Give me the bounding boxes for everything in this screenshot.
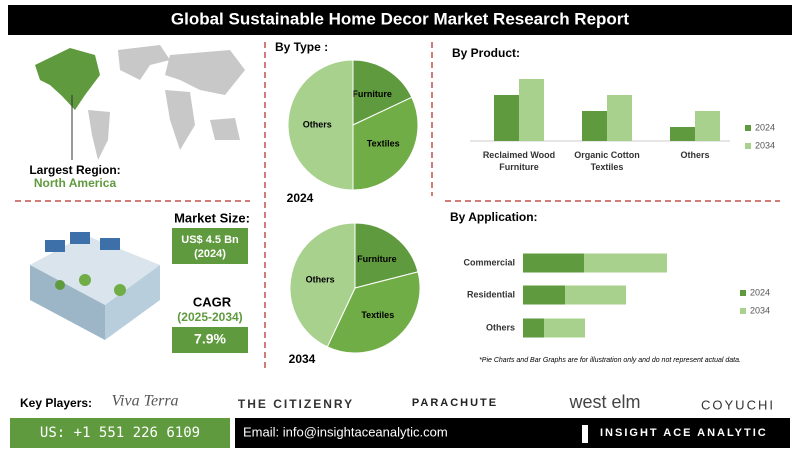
y-tick-label: Others: [486, 322, 515, 332]
brand-icon: [582, 425, 588, 443]
region-label: Largest Region:: [29, 163, 120, 177]
legend-label: 2024: [750, 287, 770, 297]
bar: [584, 253, 667, 273]
player: Viva Terra: [111, 393, 178, 410]
x-tick-label: Organic Cotton Textiles: [574, 150, 640, 172]
player: THE CITIZENRY: [238, 397, 354, 411]
slice-label: Furniture: [352, 89, 392, 99]
pie-slice: [352, 59, 413, 126]
player: west elm: [568, 392, 640, 412]
pie-slice: [354, 222, 419, 289]
chart-title: By Application:: [450, 210, 538, 224]
dividers: [15, 42, 780, 372]
bar: [670, 127, 695, 141]
office-illustration: [30, 232, 160, 340]
legend-label: 2034: [750, 305, 770, 315]
cagr-value: 7.9%: [194, 331, 226, 347]
bar: [582, 111, 607, 141]
phone-bar: [10, 418, 230, 448]
market-size-label: Market Size:: [174, 210, 250, 225]
legend-label: 2034: [755, 140, 775, 150]
slice-label: Textiles: [367, 139, 400, 149]
bar: [494, 95, 519, 141]
slice-label: Furniture: [357, 254, 397, 264]
player: COYUCHI: [701, 397, 775, 412]
slice-label: Textiles: [361, 310, 394, 320]
brand: INSIGHT ACE ANALYTIC: [600, 427, 768, 439]
y-tick-label: Commercial: [463, 257, 515, 267]
slice-label: Others: [306, 275, 335, 285]
email-bar: [235, 418, 790, 448]
bar: [607, 95, 632, 141]
chart-title: By Type :: [275, 40, 328, 54]
header-bar: [8, 5, 792, 35]
market-size-value: US$ 4.5 Bn: [181, 234, 239, 246]
legend-swatch: [740, 290, 746, 296]
legend-swatch: [745, 143, 751, 149]
pie-slice: [287, 59, 354, 191]
cagr-box: [172, 327, 248, 353]
legend-swatch: [740, 308, 746, 314]
bar: [523, 253, 584, 273]
bar: [519, 79, 544, 141]
x-tick-label: Reclaimed Wood Furniture: [482, 150, 556, 172]
bar: [523, 285, 565, 305]
pie-slice: [289, 222, 356, 348]
world-map: [35, 45, 245, 160]
slice-label: Others: [303, 119, 332, 129]
player: PARACHUTE: [412, 397, 498, 409]
bar: [565, 285, 626, 305]
title: Global Sustainable Home Decor Market Res…: [171, 9, 630, 28]
phone: US: +1 551 226 6109: [40, 425, 200, 441]
bar: [544, 318, 585, 338]
pie-year: 2034: [289, 352, 316, 366]
key-players-label: Key Players:: [20, 396, 92, 410]
cagr-period: (2025-2034): [177, 310, 242, 324]
pie-slice: [326, 271, 421, 354]
footnote: *Pie Charts and Bar Graphs are for illus…: [479, 357, 741, 364]
bar: [523, 318, 544, 338]
legend-label: 2024: [755, 122, 775, 132]
x-tick-label: Others: [680, 150, 710, 160]
market-size-year: (2024): [194, 248, 226, 260]
legend-swatch: [745, 125, 751, 131]
pie-slice: [352, 96, 419, 191]
email: Email: info@insightaceanalytic.com: [243, 424, 448, 439]
bar: [695, 111, 720, 141]
chart-title: By Product:: [452, 46, 520, 60]
y-tick-label: Residential: [467, 289, 515, 299]
market-size-box: [172, 228, 248, 264]
pie-year: 2024: [287, 191, 314, 205]
cagr-label: CAGR: [193, 294, 232, 309]
region-value: North America: [34, 176, 117, 190]
